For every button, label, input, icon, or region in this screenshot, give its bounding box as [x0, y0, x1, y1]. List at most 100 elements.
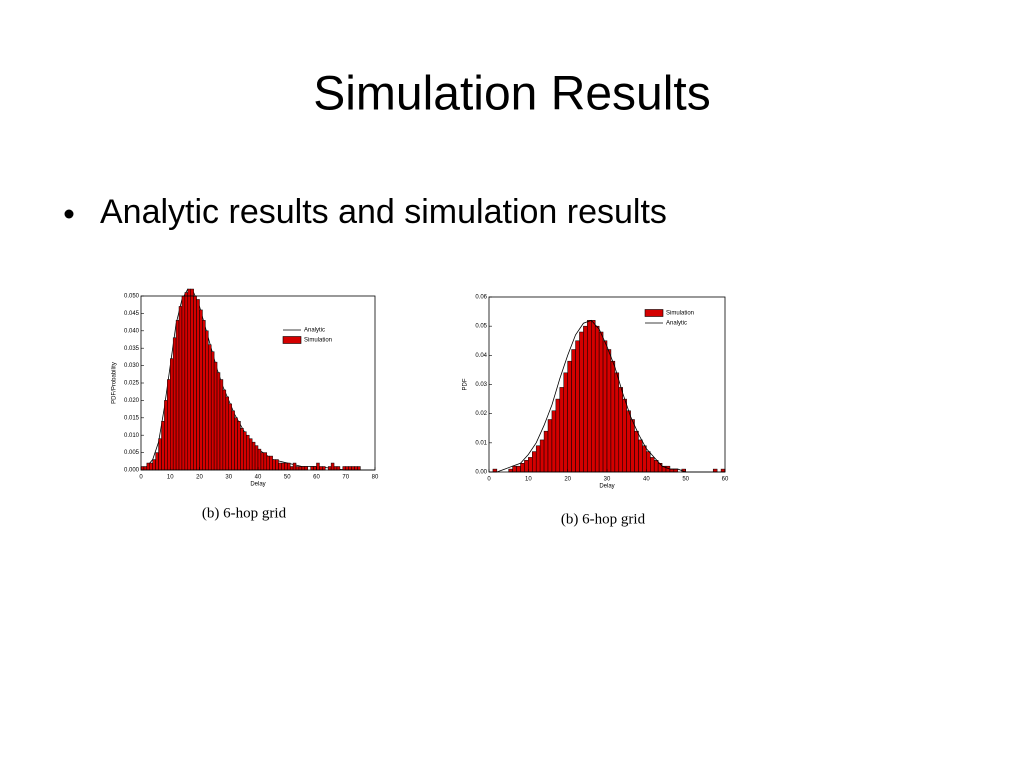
- y-tick-label: 0.050: [124, 294, 140, 300]
- histogram-bar: [551, 410, 557, 473]
- histogram-bar: [492, 468, 498, 473]
- histogram-bar: [193, 295, 197, 471]
- histogram-bar: [638, 439, 643, 473]
- histogram-bar: [567, 360, 572, 473]
- legend-swatch: [282, 336, 302, 344]
- y-tick-label: 0.035: [124, 346, 140, 352]
- histogram-bar: [630, 419, 635, 473]
- histogram-bar: [598, 331, 604, 473]
- y-tick-label: 0.005: [124, 450, 140, 456]
- histogram-bar: [140, 466, 145, 471]
- histogram-bar: [528, 457, 533, 473]
- histogram-bar: [333, 466, 338, 471]
- y-tick-label: 0.025: [124, 381, 140, 387]
- histogram-bar: [673, 468, 679, 473]
- x-tick-label: 40: [643, 477, 650, 483]
- histogram-bar: [143, 466, 148, 471]
- x-axis-label: Delay: [599, 484, 614, 490]
- histogram-bar: [650, 457, 655, 473]
- legend-label: Analytic: [666, 321, 687, 327]
- y-tick-label: 0.040: [124, 328, 140, 334]
- histogram-bar: [158, 438, 162, 471]
- x-tick-label: 30: [225, 475, 232, 481]
- x-tick-label: 40: [255, 475, 262, 481]
- histogram-bar: [626, 410, 631, 473]
- histogram-bar: [614, 372, 620, 473]
- x-tick-label: 0: [139, 475, 143, 481]
- histogram-bar: [313, 466, 317, 471]
- x-tick-label: 60: [722, 477, 729, 483]
- histogram-bar: [172, 337, 177, 471]
- histogram-bar: [257, 448, 262, 471]
- histogram-bar: [181, 295, 186, 471]
- histogram-bar: [289, 466, 294, 471]
- histogram-bar: [336, 466, 341, 471]
- histogram-bar: [243, 431, 247, 471]
- histogram-bar: [535, 445, 541, 473]
- legend-label: Simulation: [304, 338, 332, 344]
- histogram-bar: [587, 320, 592, 473]
- histogram-bar: [190, 288, 194, 471]
- histogram-bar: [610, 360, 616, 473]
- x-tick-label: 10: [525, 477, 532, 483]
- histogram-bar: [149, 462, 153, 471]
- histogram-bar: [164, 400, 168, 471]
- histogram-bar: [208, 344, 212, 471]
- histogram-bar: [327, 466, 332, 471]
- x-tick-label: 80: [372, 475, 379, 481]
- histogram-bar: [622, 398, 627, 473]
- histogram-bar: [281, 462, 285, 471]
- x-tick-label: 70: [342, 475, 349, 481]
- histogram-bar: [618, 387, 623, 473]
- histogram-bar: [345, 466, 349, 471]
- y-tick-label: 0.02: [475, 411, 487, 417]
- histogram-bar: [269, 455, 273, 471]
- histogram-bar: [170, 358, 174, 471]
- histogram-bar: [178, 306, 183, 471]
- x-tick-label: 0: [487, 477, 491, 483]
- x-tick-label: 60: [313, 475, 320, 481]
- x-tick-label: 50: [284, 475, 291, 481]
- histogram-bar: [301, 466, 306, 471]
- x-tick-label: 20: [564, 477, 571, 483]
- histogram-bar: [348, 466, 352, 471]
- histogram-bar: [263, 452, 268, 471]
- chart-caption: (b) 6-hop grid: [202, 505, 287, 521]
- histogram-bar: [219, 379, 224, 471]
- histogram-bar: [184, 292, 189, 471]
- x-tick-label: 50: [682, 477, 689, 483]
- histogram-bar: [646, 451, 651, 473]
- histogram-bar: [594, 325, 600, 473]
- slide-title: Simulation Results: [313, 68, 711, 121]
- legend-label: Simulation: [666, 311, 694, 317]
- histogram-bar: [240, 427, 244, 471]
- bullet-text: Analytic results and simulation results: [100, 193, 667, 231]
- histogram-bar: [579, 331, 584, 473]
- histogram-bar: [575, 340, 580, 473]
- y-axis-label: PDF/Probability: [112, 362, 118, 404]
- histogram-bar: [202, 320, 206, 471]
- histogram-bar: [167, 379, 171, 471]
- histogram-bar: [602, 340, 608, 473]
- y-tick-label: 0.030: [124, 363, 140, 369]
- histogram-bar: [310, 466, 314, 471]
- histogram-bar: [292, 462, 297, 471]
- histogram-bar: [278, 462, 282, 471]
- y-tick-label: 0.01: [475, 440, 487, 446]
- histogram-bar: [516, 465, 521, 473]
- y-tick-label: 0.010: [124, 433, 140, 439]
- histogram-bar: [357, 466, 361, 471]
- histogram-bar: [152, 459, 156, 471]
- histogram-bar: [146, 462, 151, 471]
- x-tick-label: 10: [167, 475, 174, 481]
- histogram-bar: [287, 462, 291, 471]
- histogram-bar: [571, 349, 576, 473]
- histogram-bar: [216, 372, 221, 471]
- histogram-bar: [175, 320, 180, 471]
- histogram-bar: [205, 330, 209, 471]
- histogram-bar: [354, 466, 358, 471]
- histogram-bar: [210, 351, 215, 471]
- histogram-bar: [512, 465, 517, 473]
- histogram-bar: [539, 439, 545, 473]
